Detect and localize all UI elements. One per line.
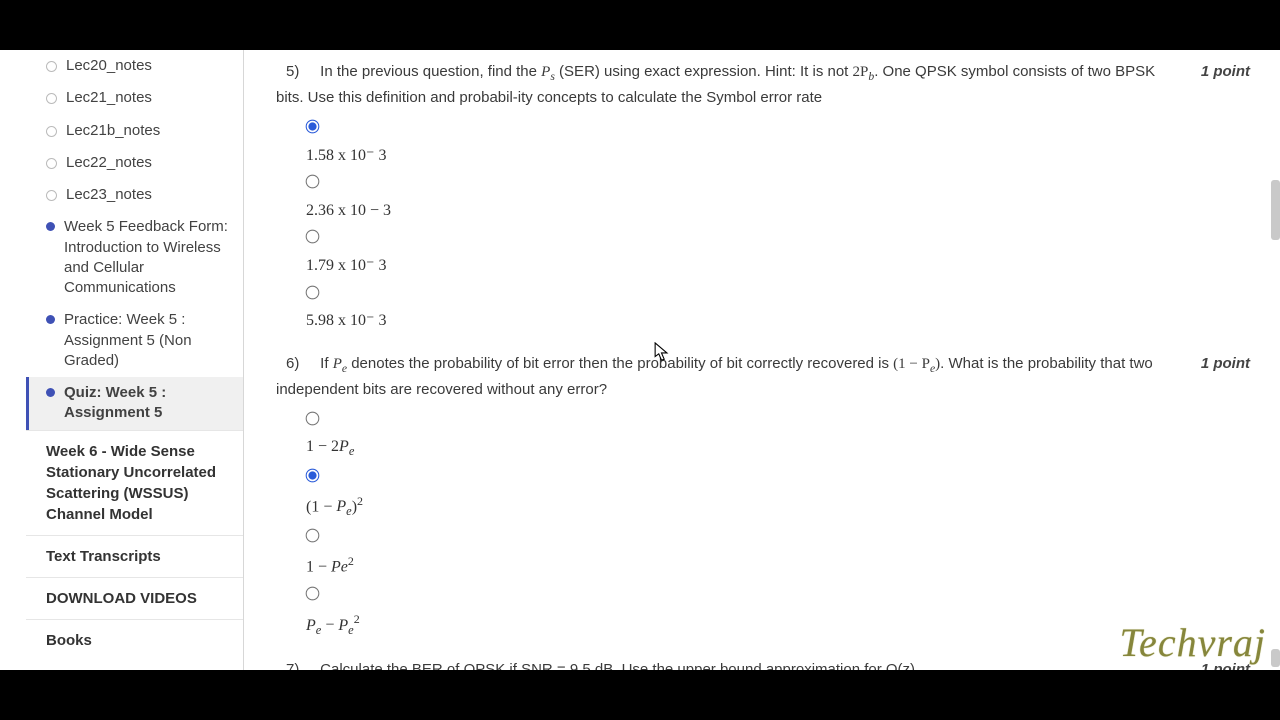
option-2[interactable]: (1 − Pe)2 — [306, 466, 1250, 522]
sidebar-item-lec21[interactable]: Lec21_notes — [26, 82, 243, 114]
radio-input[interactable] — [306, 120, 320, 134]
option-label: 1 − 2Pe — [306, 435, 1250, 462]
question-text: 7) Calculate the BER of QPSK if SNR = 9.… — [276, 658, 1250, 670]
sidebar-item-label: Lec21b_notes — [66, 121, 233, 141]
option-label: (1 − Pe)2 — [306, 492, 1250, 522]
sidebar-section-transcripts[interactable]: Text Transcripts — [26, 535, 243, 577]
option-label: 1 − Pe2 — [306, 552, 1250, 580]
sidebar-item-label: Lec22_notes — [66, 153, 233, 173]
question-text: 5) In the previous question, find the Ps… — [276, 60, 1250, 109]
option-label: 1.58 x 10⁻ 3 — [306, 144, 1250, 169]
question-number: 7) — [286, 658, 316, 670]
letterbox-bottom — [0, 670, 1280, 720]
option-3[interactable]: 1 − Pe2 — [306, 526, 1250, 580]
option-label: Pe − Pe2 — [306, 610, 1250, 640]
sidebar-item-label: Week 5 Feedback Form: Introduction to Wi… — [64, 217, 233, 298]
radio-input[interactable] — [306, 468, 320, 482]
question-number: 5) — [286, 60, 316, 83]
radio-input[interactable] — [306, 587, 320, 601]
sidebar-section-label: DOWNLOAD VIDEOS — [46, 590, 197, 607]
scrollbar-thumb[interactable] — [1271, 180, 1280, 240]
sidebar-item-label: Lec21_notes — [66, 88, 233, 108]
radio-input[interactable] — [306, 285, 320, 299]
sidebar-section-week6[interactable]: Week 6 - Wide Sense Stationary Uncorrela… — [26, 430, 243, 535]
scrollbar-thumb-bottom[interactable] — [1271, 649, 1280, 667]
option-4[interactable]: 5.98 x 10⁻ 3 — [306, 283, 1250, 334]
sidebar-section-download[interactable]: DOWNLOAD VIDEOS — [26, 577, 243, 619]
sidebar-item-lec20[interactable]: Lec20_notes — [26, 50, 243, 82]
options: 1.58 x 10⁻ 3 2.36 x 10 − 3 1.79 x 10⁻ 3 … — [306, 117, 1250, 333]
option-label: 1.79 x 10⁻ 3 — [306, 254, 1250, 279]
sidebar: Lec20_notes Lec21_notes Lec21b_notes Lec… — [26, 50, 244, 670]
question-7: 1 point 7) Calculate the BER of QPSK if … — [276, 658, 1250, 670]
option-1[interactable]: 1 − 2Pe — [306, 409, 1250, 462]
question-text: 6) If Pe denotes the probability of bit … — [276, 352, 1250, 401]
option-1[interactable]: 1.58 x 10⁻ 3 — [306, 117, 1250, 168]
letterbox-top — [0, 0, 1280, 50]
question-number: 6) — [286, 352, 316, 375]
content: 1 point 5) In the previous question, fin… — [246, 50, 1280, 670]
sidebar-item-lec23[interactable]: Lec23_notes — [26, 179, 243, 211]
question-5: 1 point 5) In the previous question, fin… — [276, 60, 1250, 334]
option-label: 5.98 x 10⁻ 3 — [306, 309, 1250, 334]
points-label: 1 point — [1201, 60, 1250, 83]
sidebar-item-label: Quiz: Week 5 : Assignment 5 — [64, 383, 233, 424]
sidebar-item-practice[interactable]: Practice: Week 5 : Assignment 5 (Non Gra… — [26, 304, 243, 377]
options: 1 − 2Pe (1 − Pe)2 1 − Pe2 Pe − Pe2 — [306, 409, 1250, 640]
points-label: 1 point — [1201, 352, 1250, 375]
sidebar-item-label: Practice: Week 5 : Assignment 5 (Non Gra… — [64, 310, 233, 371]
sidebar-section-label: Books — [46, 632, 92, 649]
option-label: 2.36 x 10 − 3 — [306, 199, 1250, 224]
sidebar-section-books[interactable]: Books — [26, 619, 243, 661]
sidebar-item-label: Lec20_notes — [66, 56, 233, 76]
option-3[interactable]: 1.79 x 10⁻ 3 — [306, 227, 1250, 278]
watermark: Techvraj — [1119, 619, 1266, 666]
sidebar-section-label: Week 6 - Wide Sense Stationary Uncorrela… — [46, 443, 216, 523]
sidebar-item-quiz[interactable]: Quiz: Week 5 : Assignment 5 — [26, 377, 243, 430]
option-2[interactable]: 2.36 x 10 − 3 — [306, 172, 1250, 223]
viewport: Lec20_notes Lec21_notes Lec21b_notes Lec… — [0, 50, 1280, 670]
sidebar-item-lec21b[interactable]: Lec21b_notes — [26, 115, 243, 147]
sidebar-section-label: Text Transcripts — [46, 548, 161, 565]
sidebar-item-feedback[interactable]: Week 5 Feedback Form: Introduction to Wi… — [26, 211, 243, 304]
question-6: 1 point 6) If Pe denotes the probability… — [276, 352, 1250, 641]
radio-input[interactable] — [306, 529, 320, 543]
sidebar-item-lec22[interactable]: Lec22_notes — [26, 147, 243, 179]
radio-input[interactable] — [306, 230, 320, 244]
sidebar-item-label: Lec23_notes — [66, 185, 233, 205]
radio-input[interactable] — [306, 412, 320, 426]
radio-input[interactable] — [306, 175, 320, 189]
option-4[interactable]: Pe − Pe2 — [306, 584, 1250, 640]
